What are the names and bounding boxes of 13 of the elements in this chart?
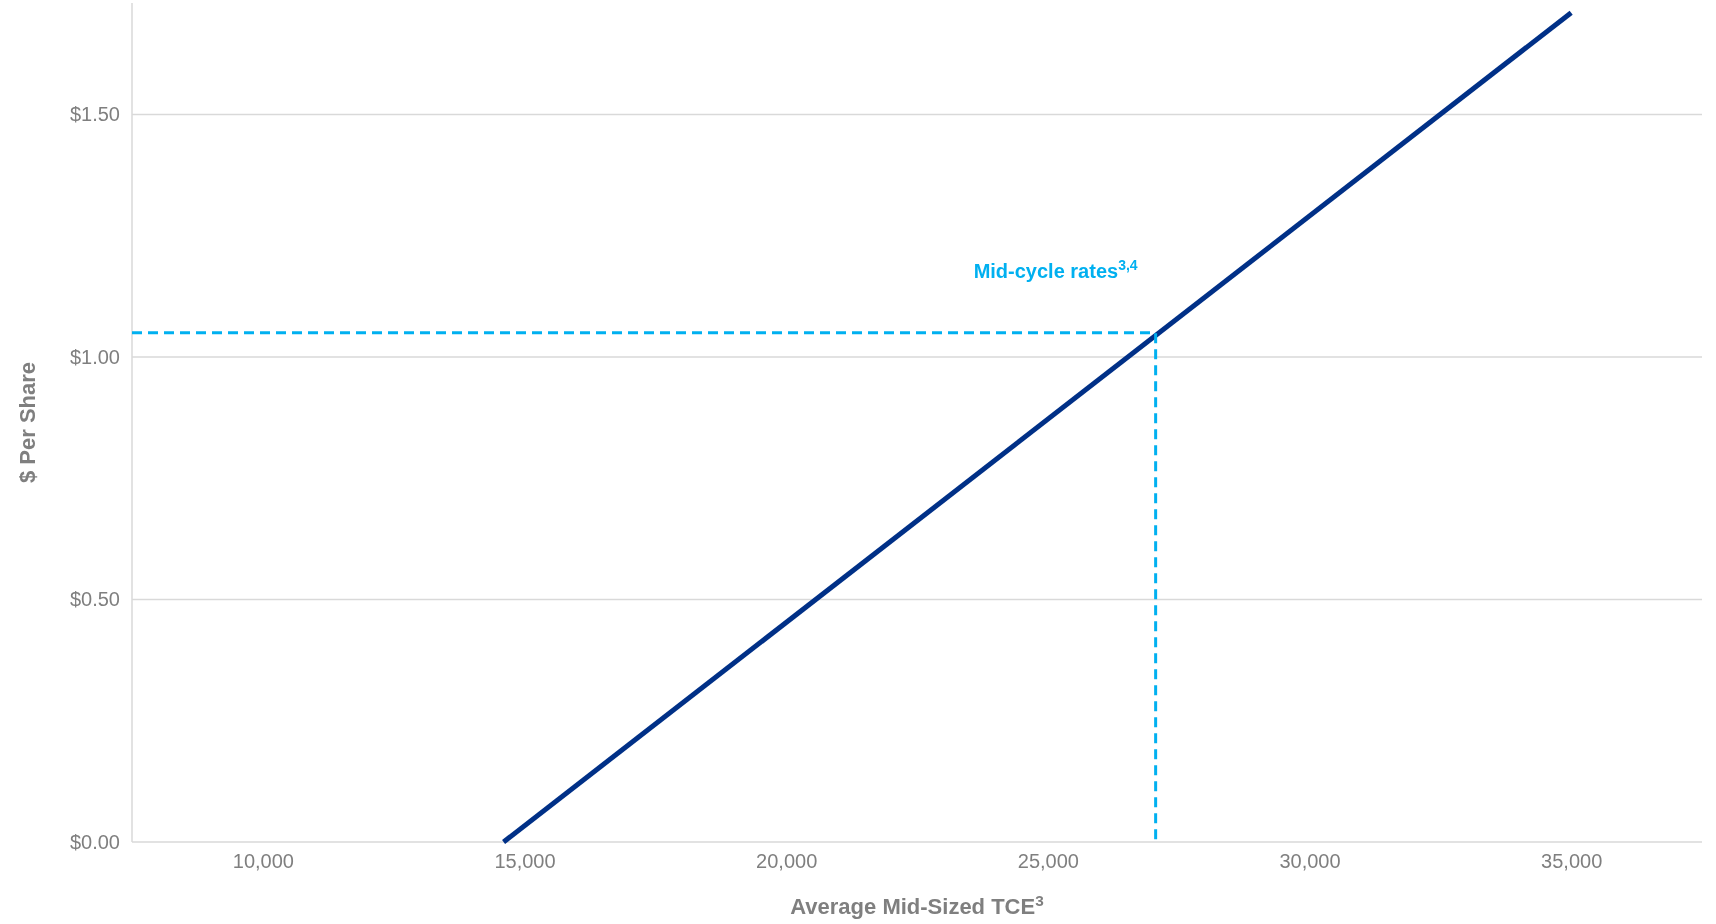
- y-tick-label: $1.00: [69, 345, 120, 368]
- x-tick-label: 25,000: [1017, 850, 1079, 873]
- y-tick-label: $0.50: [69, 588, 120, 611]
- x-tick-label: 15,000: [494, 850, 556, 873]
- x-tick-label: 30,000: [1279, 850, 1341, 873]
- x-axis-title: Average Mid-Sized TCE$^{3}$: [790, 891, 1044, 919]
- y-tick-label: $0.00: [69, 830, 120, 853]
- x-tick-label: 20,000: [756, 850, 818, 873]
- y-axis-title: $ Per Share: [15, 361, 40, 484]
- x-tick-label: 10,000: [232, 850, 294, 873]
- y-tick-label: $1.50: [69, 103, 120, 126]
- annotation: Mid-cycle rates$^{3,4}$: [973, 256, 1138, 282]
- x-tick-label: 35,000: [1541, 850, 1603, 873]
